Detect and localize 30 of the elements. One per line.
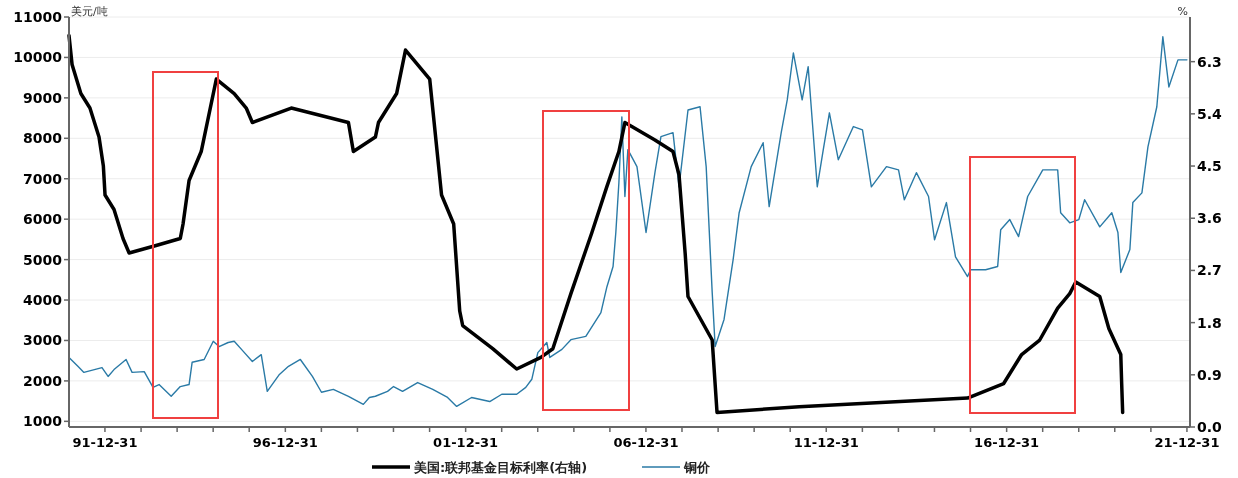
- y2-tick-label: 2.7: [1197, 262, 1222, 279]
- y-tick-label: 9000: [23, 89, 63, 106]
- y-tick-label: 2000: [23, 372, 63, 389]
- legend-label: 美国:联邦基金目标利率(右轴): [413, 460, 588, 475]
- x-tick-label: 01-12-31: [433, 435, 499, 450]
- y2-tick-label: 3.6: [1197, 210, 1222, 227]
- y-tick-label: 4000: [23, 292, 63, 309]
- y-tick-label: 11000: [13, 9, 63, 25]
- y2-axis-title: %: [1177, 5, 1188, 18]
- y2-tick-label: 4.5: [1197, 158, 1222, 175]
- y-tick-label: 5000: [23, 251, 63, 268]
- x-tick-label: 16-12-31: [974, 435, 1040, 450]
- x-tick-label: 96-12-31: [252, 435, 318, 450]
- x-tick-label: 21-12-31: [1154, 435, 1220, 450]
- y2-tick-label: 0.0: [1197, 419, 1223, 435]
- x-tick-label: 06-12-31: [613, 435, 679, 450]
- y2-tick-label: 1.8: [1197, 314, 1222, 331]
- legend-label: 铜价: [683, 460, 711, 475]
- y-tick-label: 1000: [23, 413, 63, 430]
- y2-tick-label: 5.4: [1197, 105, 1223, 122]
- y-tick-label: 6000: [23, 211, 63, 228]
- y-tick-label: 7000: [23, 170, 63, 187]
- y-tick-label: 10000: [13, 49, 63, 66]
- x-tick-label: 11-12-31: [793, 435, 859, 450]
- x-tick-label: 91-12-31: [72, 435, 138, 450]
- y2-tick-label: 0.9: [1197, 366, 1222, 383]
- y-tick-label: 3000: [23, 332, 63, 349]
- y-tick-label: 8000: [23, 130, 63, 147]
- y2-tick-label: 6.3: [1197, 53, 1222, 70]
- y-axis-title: 美元/吨: [71, 5, 108, 18]
